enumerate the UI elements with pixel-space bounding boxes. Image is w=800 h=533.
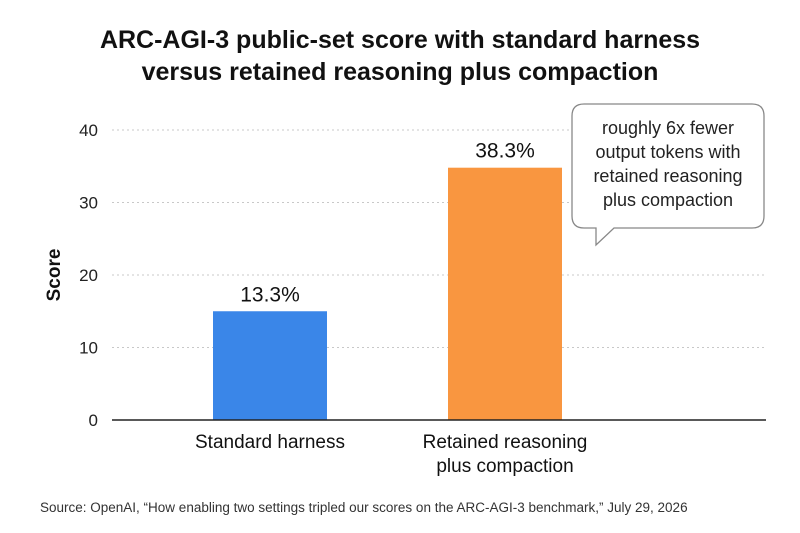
x-category-label-0-0: Standard harness xyxy=(195,432,345,453)
chart-title-line-2: versus retained reasoning plus compactio… xyxy=(141,58,659,86)
bar-0 xyxy=(213,311,327,420)
y-tick-label-20: 20 xyxy=(79,266,98,285)
chart-title-line-1: ARC-AGI-3 public-set score with standard… xyxy=(99,26,701,54)
annotation-line-1: output tokens with xyxy=(595,142,740,162)
y-axis-label: Score xyxy=(44,249,65,302)
y-tick-label-10: 10 xyxy=(79,339,98,358)
source-note: Source: OpenAI, “How enabling two settin… xyxy=(40,500,688,515)
annotation-line-0: roughly 6x fewer xyxy=(602,118,734,138)
x-category-label-1-1: plus compaction xyxy=(436,456,573,477)
bar-1 xyxy=(448,167,562,420)
annotation-line-2: retained reasoning xyxy=(593,166,742,186)
y-tick-label-0: 0 xyxy=(89,411,98,430)
data-label-1: 38.3% xyxy=(475,140,535,163)
data-label-0: 13.3% xyxy=(240,283,300,306)
y-tick-label-30: 30 xyxy=(79,194,98,213)
x-category-label-1-0: Retained reasoning xyxy=(423,432,588,453)
chart-title: ARC-AGI-3 public-set score with standard… xyxy=(0,24,800,88)
annotation-callout xyxy=(571,103,765,247)
annotation-line-3: plus compaction xyxy=(603,190,733,210)
y-tick-label-40: 40 xyxy=(79,121,98,140)
